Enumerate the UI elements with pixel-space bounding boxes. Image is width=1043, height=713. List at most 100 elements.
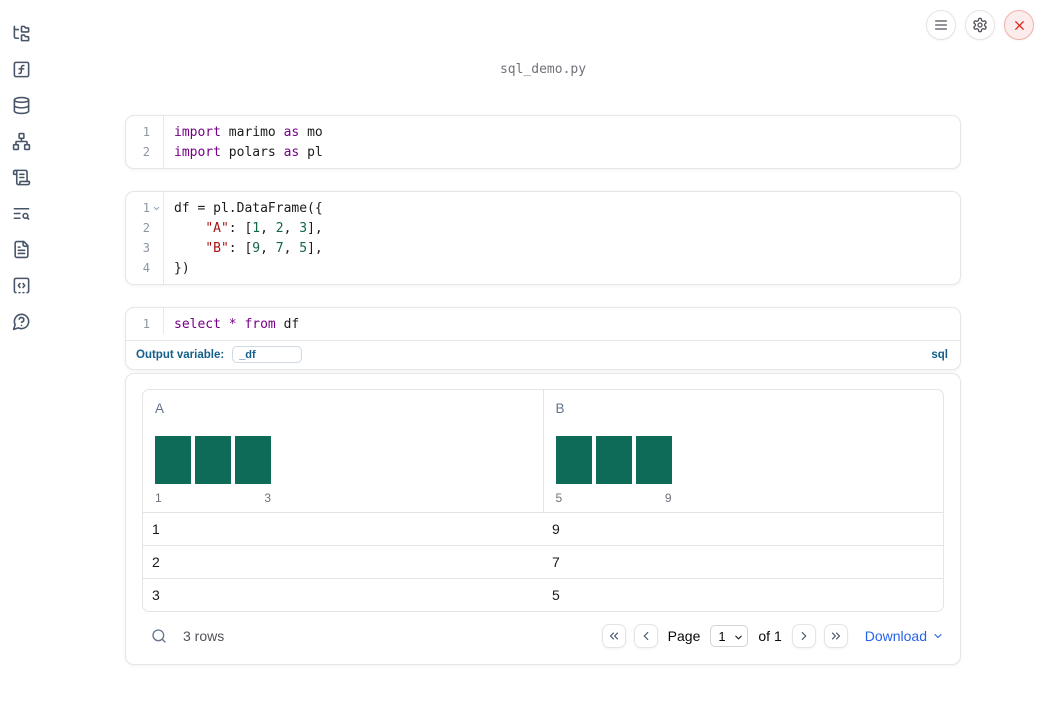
code-text: import polars as pl <box>164 145 323 160</box>
line-number: 1 <box>142 201 150 215</box>
token: df <box>275 316 300 332</box>
page-total-label: of 1 <box>758 628 782 644</box>
page-select[interactable]: 1 <box>710 625 749 647</box>
histogram-bar[interactable] <box>235 436 271 484</box>
line-number: 4 <box>142 261 150 275</box>
page-label: Page <box>667 628 701 644</box>
sidebar-item-documentation[interactable] <box>0 231 43 267</box>
code-line[interactable]: 3 "B": [9, 7, 5], <box>126 238 960 258</box>
code-editor[interactable]: 1 select * from df <box>126 308 960 334</box>
sidebar-item-snippets[interactable] <box>0 267 43 303</box>
column-histogram <box>555 436 672 484</box>
shutdown-button[interactable] <box>1004 10 1034 40</box>
token: 2 <box>275 220 284 236</box>
sidebar-item-tracebacks[interactable] <box>0 195 43 231</box>
sidebar-item-logs[interactable] <box>0 159 43 195</box>
hist-max-label: 9 <box>664 491 672 505</box>
square-dashed-code-icon <box>13 277 30 293</box>
code-line[interactable]: 2 "A": [1, 2, 3], <box>126 218 960 238</box>
code-editor[interactable]: 1 df = pl.DataFrame({2 "A": [1, 2, 3], 3 "… <box>126 192 960 284</box>
table-cell: 2 <box>152 554 160 570</box>
pagination: Page 1 of 1 <box>601 624 848 648</box>
chevrons-left-icon <box>609 632 618 640</box>
token: import <box>174 124 221 140</box>
histogram-bar[interactable] <box>195 436 231 484</box>
fold-chevron-icon <box>153 206 160 210</box>
download-button[interactable]: Download <box>865 628 944 644</box>
code-text: import marimo as mo <box>164 125 323 140</box>
histogram-bar[interactable] <box>595 436 632 484</box>
histogram-bar[interactable] <box>155 436 191 484</box>
token: 1 <box>252 220 261 236</box>
column-histogram <box>155 436 271 484</box>
network-icon <box>12 132 31 150</box>
code-cell-imports[interactable]: 1 import marimo as mo 2 import polars as pl <box>125 115 961 169</box>
hist-min-label: 1 <box>155 491 162 505</box>
column-name: A <box>155 401 165 416</box>
code-text: select * from df <box>164 317 299 332</box>
chevron-down-icon <box>934 633 942 639</box>
notebook-filename: sql_demo.py <box>499 62 587 77</box>
database-icon <box>13 96 30 114</box>
code-line[interactable]: 4}) <box>126 258 960 278</box>
token: 9 <box>252 240 261 256</box>
token: from <box>244 316 276 332</box>
output-variable-input[interactable] <box>232 346 303 363</box>
helper-panel-sidebar <box>0 15 43 339</box>
token <box>174 221 205 236</box>
text-search-icon <box>13 207 30 220</box>
code-cell-dataframe[interactable]: 1 df = pl.DataFrame({2 "A": [1, 2, 3], 3 "… <box>125 191 961 285</box>
histogram-bar[interactable] <box>555 436 592 484</box>
sidebar-item-datasources[interactable] <box>0 87 43 123</box>
token: : [ <box>228 220 253 236</box>
file-text-icon <box>14 240 29 258</box>
sidebar-item-variables[interactable] <box>0 51 43 87</box>
token: select <box>174 316 221 332</box>
settings-button[interactable] <box>965 10 995 40</box>
sql-cell[interactable]: 1 select * from df Output variable: sql <box>125 307 961 370</box>
token: , <box>283 220 300 236</box>
fold-toggle[interactable] <box>150 204 163 213</box>
code-text: }) <box>164 261 190 276</box>
code-line[interactable]: 1 import marimo as mo <box>126 122 960 142</box>
code-line[interactable]: 2 import polars as pl <box>126 142 960 162</box>
token: polars <box>220 144 284 160</box>
sidebar-item-dependency-graph[interactable] <box>0 123 43 159</box>
hist-min-label: 5 <box>555 491 563 505</box>
language-badge: sql <box>931 348 948 361</box>
line-number: 2 <box>142 221 150 235</box>
code-editor[interactable]: 1 import marimo as mo 2 import polars as pl <box>126 116 960 168</box>
token: "B" <box>205 240 229 256</box>
histogram-bar[interactable] <box>635 436 672 484</box>
next-page-button[interactable] <box>791 624 816 648</box>
token: ], <box>307 220 323 236</box>
notebook-menu-button[interactable] <box>926 10 956 40</box>
code-line[interactable]: 1 select * from df <box>126 314 960 334</box>
token: 5 <box>299 240 308 256</box>
message-question-icon <box>12 313 30 330</box>
notebook-area: sql_demo.py 1 import marimo as mo 2 import … <box>43 0 1043 665</box>
code-text: "A": [1, 2, 3], <box>164 220 323 236</box>
previous-page-button[interactable] <box>633 624 658 648</box>
sidebar-item-help[interactable] <box>0 303 43 339</box>
table-search-button[interactable] <box>151 628 167 644</box>
line-number: 2 <box>142 145 150 159</box>
search-icon <box>152 629 166 643</box>
last-page-button[interactable] <box>823 624 848 648</box>
row-count: 3 rows <box>183 628 225 644</box>
first-page-button[interactable] <box>601 624 626 648</box>
code-line[interactable]: 1 df = pl.DataFrame({ <box>126 198 960 218</box>
gear-icon <box>973 17 987 33</box>
sidebar-item-file-explorer[interactable] <box>0 15 43 51</box>
chevron-right-icon <box>801 631 807 641</box>
